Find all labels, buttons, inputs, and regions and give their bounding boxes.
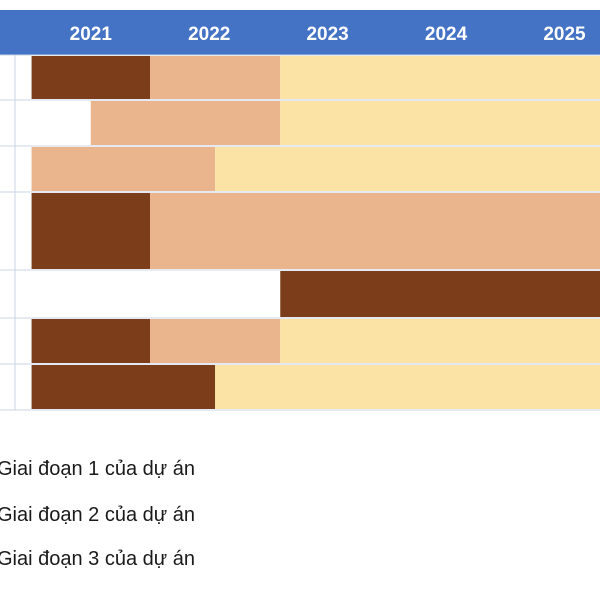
header-bar bbox=[0, 10, 600, 55]
year-label-2022: 2022 bbox=[188, 24, 230, 45]
year-label-2024: 2024 bbox=[425, 24, 468, 45]
year-label-2021: 2021 bbox=[70, 24, 113, 45]
gantt-bar-phase2 bbox=[150, 319, 281, 363]
gantt-bar-phase1 bbox=[31, 193, 150, 269]
gantt-bar-phase2 bbox=[31, 147, 216, 191]
gantt-row bbox=[31, 193, 600, 269]
gantt-bar-phase1 bbox=[280, 271, 600, 317]
gantt-rows bbox=[31, 56, 600, 409]
gantt-bar-phase1 bbox=[31, 319, 150, 363]
gantt-row bbox=[280, 271, 600, 317]
gantt-row bbox=[31, 147, 600, 191]
year-label-2025: 2025 bbox=[543, 24, 586, 45]
gantt-bar-phase3 bbox=[280, 56, 600, 99]
gantt-bar-phase2 bbox=[90, 101, 281, 145]
year-labels: 2021 2022 2023 2024 2025 bbox=[70, 24, 586, 45]
gantt-row bbox=[31, 319, 600, 363]
gantt-row bbox=[90, 101, 600, 145]
gantt-bar-phase1 bbox=[31, 365, 216, 409]
row-dividers bbox=[0, 54, 600, 411]
gantt-bar-phase3 bbox=[215, 365, 600, 409]
gantt-bar-phase2 bbox=[150, 56, 281, 99]
legend-item-phase-1: Giai đoạn 1 của dự án bbox=[0, 458, 195, 480]
gantt-row bbox=[31, 365, 600, 409]
gantt-bar-phase3 bbox=[280, 319, 600, 363]
gantt-bar-phase3 bbox=[215, 147, 600, 191]
legend-item-phase-2: Giai đoạn 2 của dự án bbox=[0, 504, 195, 526]
legend-item-phase-3: Giai đoạn 3 của dự án bbox=[0, 548, 195, 570]
year-label-2023: 2023 bbox=[306, 24, 348, 45]
gantt-bar-phase3 bbox=[280, 101, 600, 145]
gantt-row bbox=[31, 56, 600, 99]
gantt-bar-phase2 bbox=[150, 193, 600, 269]
gantt-bar-phase1 bbox=[31, 56, 150, 99]
